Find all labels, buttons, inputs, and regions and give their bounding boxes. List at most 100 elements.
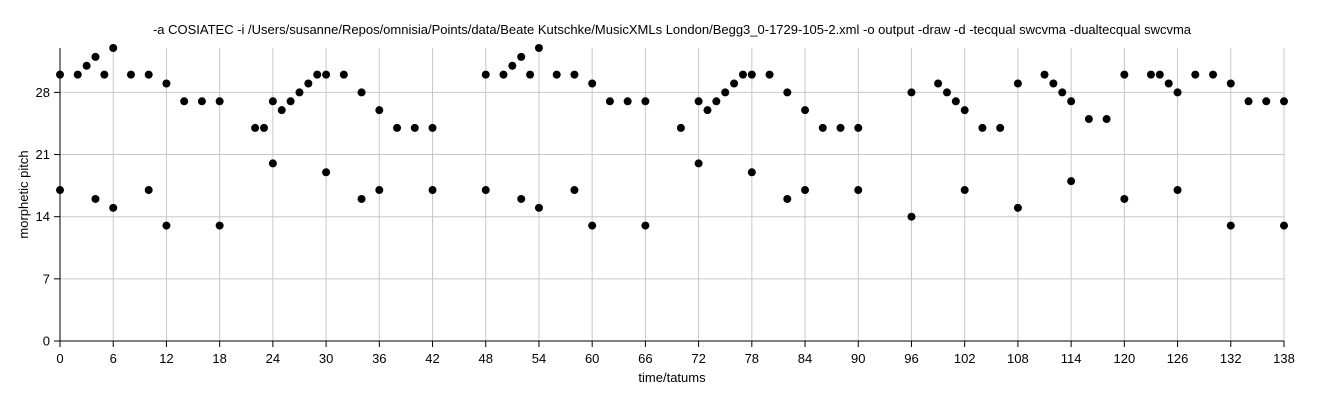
data-point	[162, 221, 171, 230]
data-point	[428, 123, 437, 132]
data-point	[251, 123, 260, 132]
y-tick-label: 28	[36, 85, 50, 100]
data-point	[801, 186, 810, 195]
data-point	[322, 70, 331, 79]
data-point	[481, 70, 490, 79]
data-point	[508, 61, 517, 70]
x-tick-label: 48	[479, 351, 493, 366]
data-point	[180, 97, 189, 106]
data-point	[747, 168, 756, 177]
data-point	[552, 70, 561, 79]
data-point	[641, 221, 650, 230]
data-point	[623, 97, 632, 106]
data-point	[730, 79, 739, 88]
data-point	[375, 186, 384, 195]
data-point	[1244, 97, 1253, 106]
data-point	[428, 186, 437, 195]
data-point	[313, 70, 322, 79]
y-tick-label: 14	[36, 209, 50, 224]
data-point	[570, 70, 579, 79]
data-point	[570, 186, 579, 195]
data-point	[82, 61, 91, 70]
data-point	[91, 194, 100, 203]
data-point	[694, 97, 703, 106]
data-point	[109, 44, 118, 52]
data-point	[1173, 88, 1182, 97]
data-point	[721, 88, 730, 97]
data-point	[215, 97, 224, 106]
data-point	[801, 106, 810, 115]
data-point	[162, 79, 171, 88]
tick-labels: 0 6 12 18 24 30 36 42 48 54 60 66 72 78 84 90 96 102 108 11…	[36, 85, 1295, 366]
data-point	[1058, 88, 1067, 97]
data-point	[996, 123, 1005, 132]
data-point	[100, 70, 109, 79]
data-point	[1040, 70, 1049, 79]
data-point	[1262, 97, 1271, 106]
data-point	[1067, 97, 1076, 106]
data-point	[1164, 79, 1173, 88]
data-point	[783, 88, 792, 97]
data-point	[907, 212, 916, 221]
data-point	[260, 123, 268, 132]
data-point	[268, 97, 277, 106]
x-tick-label: 138	[1273, 351, 1295, 366]
data-point	[268, 159, 277, 168]
x-tick-label: 108	[1007, 351, 1029, 366]
data-point	[286, 97, 295, 106]
x-tick-label: 36	[372, 351, 386, 366]
data-point	[1155, 70, 1164, 79]
data-point	[304, 79, 313, 88]
data-point	[588, 79, 597, 88]
data-point	[1120, 194, 1129, 203]
x-tick-label: 6	[110, 351, 117, 366]
data-point	[339, 70, 348, 79]
data-point	[1173, 186, 1182, 195]
chart-title: -a COSIATEC -i /Users/susanne/Repos/omni…	[152, 22, 1192, 37]
data-point	[526, 70, 535, 79]
data-point	[215, 221, 224, 230]
data-point	[1226, 221, 1235, 230]
data-point	[1191, 70, 1200, 79]
data-point	[1280, 97, 1288, 106]
x-tick-label: 18	[212, 351, 226, 366]
data-point	[393, 123, 402, 132]
data-point	[1013, 79, 1022, 88]
data-point	[854, 123, 863, 132]
data-point	[747, 70, 756, 79]
x-tick-label: 84	[798, 351, 812, 366]
data-point	[56, 70, 64, 79]
data-point	[951, 97, 960, 106]
x-tick-label: 90	[851, 351, 865, 366]
data-point	[109, 203, 118, 212]
x-tick-label: 72	[691, 351, 705, 366]
x-tick-label: 0	[56, 351, 63, 366]
x-tick-label: 24	[266, 351, 280, 366]
data-point	[1280, 221, 1288, 230]
data-point	[517, 52, 526, 61]
data-point	[1226, 79, 1235, 88]
data-point	[818, 123, 827, 132]
data-point	[934, 79, 943, 88]
data-point	[605, 97, 614, 106]
x-tick-label: 60	[585, 351, 599, 366]
x-tick-label: 54	[532, 351, 546, 366]
x-axis-label: time/tatums	[638, 370, 706, 385]
data-point	[588, 221, 597, 230]
x-tick-label: 114	[1061, 351, 1082, 366]
data-point	[1120, 70, 1129, 79]
data-point	[357, 88, 366, 97]
data-point	[534, 44, 543, 52]
y-axis-label: morphetic pitch	[16, 150, 31, 238]
data-point	[1013, 203, 1022, 212]
x-tick-label: 132	[1220, 351, 1242, 366]
data-point	[676, 123, 685, 132]
y-tick-label: 21	[36, 147, 50, 162]
x-tick-label: 66	[638, 351, 652, 366]
data-point	[960, 106, 969, 115]
data-point	[295, 88, 304, 97]
data-point	[197, 97, 206, 106]
data-point	[765, 70, 774, 79]
data-point	[712, 97, 721, 106]
